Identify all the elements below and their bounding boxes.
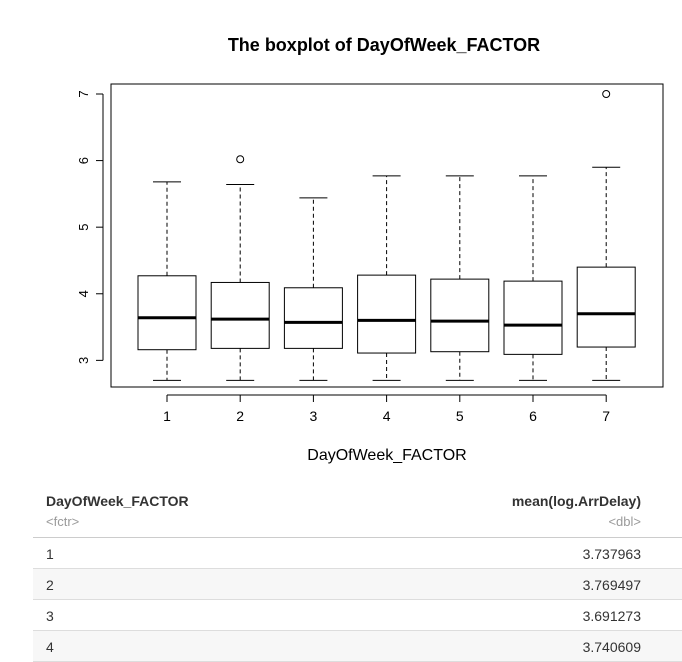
box-group [503,175,563,381]
x-tick-label: 4 [383,408,391,424]
box-group [137,181,197,381]
box-group [430,175,490,381]
cell-day: 1 [46,546,54,562]
box-group [283,197,343,381]
y-tick-label: 4 [76,290,91,297]
column-header-dayofweek[interactable]: DayOfWeek_FACTOR [46,493,189,509]
cell-mean: 3.737963 [582,546,641,562]
outlier-point [602,89,611,98]
x-tick-label: 3 [310,408,318,424]
box-iqr [576,266,636,348]
summary-table: DayOfWeek_FACTOR <fctr> mean(log.ArrDela… [33,485,682,662]
column-header-mean[interactable]: mean(log.ArrDelay) [511,493,641,509]
cell-day: 3 [46,608,54,624]
y-tick-label: 5 [76,224,91,231]
cell-day: 2 [46,577,54,593]
box-iqr [137,275,197,351]
y-tick-label: 3 [76,357,91,364]
cell-mean: 3.740609 [582,639,641,655]
x-tick-label: 2 [236,408,244,424]
box-group [357,175,417,381]
box-iqr [357,274,417,354]
cell-mean: 3.691273 [582,608,641,624]
table-row: 3 3.691273 [33,600,682,631]
chart-title: The boxplot of DayOfWeek_FACTOR [228,35,540,55]
box-iqr [210,281,270,349]
boxplot-chart: The boxplot of DayOfWeek_FACTOR 3 4 5 6 7 1 2… [76,35,664,464]
x-tick-label: 5 [456,408,464,424]
box-iqr [283,287,343,349]
boxes-layer [137,89,636,381]
column-type-mean: <dbl> [608,514,641,529]
table-row: 4 3.740609 [33,631,682,662]
y-tick-label: 7 [76,90,91,97]
box-group [210,155,270,381]
outlier-point [236,155,245,164]
cell-day: 4 [46,639,54,655]
x-tick-label: 6 [529,408,537,424]
table-row: 2 3.769497 [33,569,682,600]
x-axis: 1 2 3 4 5 6 7 [163,394,610,424]
box-iqr [430,278,490,353]
box-group [576,89,636,381]
x-tick-label: 7 [602,408,610,424]
table-header: DayOfWeek_FACTOR <fctr> mean(log.ArrDela… [33,485,682,538]
column-type-dayofweek: <fctr> [46,514,80,529]
plot-frame [110,83,664,388]
cell-mean: 3.769497 [582,577,641,593]
table-row: 1 3.737963 [33,538,682,569]
y-axis: 3 4 5 6 7 [76,90,104,364]
x-tick-label: 1 [163,408,171,424]
y-tick-label: 6 [76,157,91,164]
x-axis-label: DayOfWeek_FACTOR [307,447,466,464]
box-iqr [503,280,563,355]
